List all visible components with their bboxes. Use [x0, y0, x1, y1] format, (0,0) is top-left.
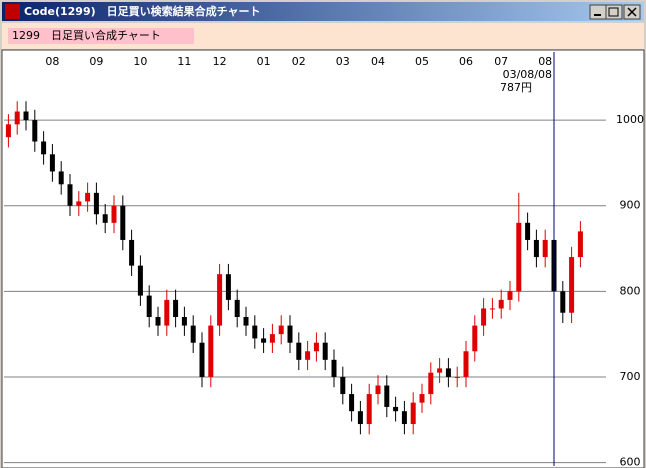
- x-tick-label: 10: [133, 55, 147, 68]
- candle-body: [428, 372, 434, 395]
- x-tick-label: 07: [494, 55, 508, 68]
- candle-body: [208, 325, 214, 377]
- candle-body: [5, 124, 11, 138]
- candle-body: [489, 308, 495, 310]
- candle-body: [322, 342, 328, 360]
- label-box: [8, 28, 194, 44]
- candle-body: [120, 205, 126, 240]
- candle-body: [349, 394, 355, 412]
- candle-body: [137, 265, 143, 296]
- candle-body: [437, 368, 443, 373]
- window-title: Code(1299) 日足買い検索結果合成チャート: [24, 4, 261, 18]
- x-tick-label: 04: [371, 55, 385, 68]
- candle-body: [577, 231, 583, 258]
- x-tick-label: 01: [257, 55, 271, 68]
- candle-body: [76, 201, 82, 206]
- candle-body: [375, 385, 381, 395]
- candle-body: [181, 317, 187, 326]
- close-button[interactable]: [623, 4, 641, 20]
- candle-body: [111, 205, 117, 223]
- x-tick-label: 08: [538, 55, 552, 68]
- candle-body: [252, 325, 258, 339]
- candle-body: [225, 274, 231, 300]
- candle-body: [498, 299, 504, 309]
- x-tick-label: 05: [415, 55, 429, 68]
- candle-body: [85, 192, 91, 202]
- candle-body: [507, 291, 513, 300]
- candle-body: [199, 342, 205, 377]
- x-tick-label: 11: [177, 55, 191, 68]
- candle-body: [410, 402, 416, 425]
- cursor-price: 787円: [500, 81, 532, 94]
- chart-area: [1, 49, 645, 468]
- x-tick-label: 09: [89, 55, 103, 68]
- candle-body: [569, 257, 575, 313]
- candle-body: [313, 342, 319, 352]
- candle-body: [217, 274, 223, 326]
- y-tick-label: 800: [620, 284, 641, 297]
- candle-body: [445, 368, 451, 377]
- chart-label: 1299 日足買い合成チャート: [12, 28, 161, 42]
- candle-body: [393, 406, 399, 412]
- candle-body: [296, 342, 302, 360]
- candle-body: [533, 239, 539, 258]
- candle-body: [560, 291, 566, 313]
- candle-body: [58, 171, 64, 185]
- candle-body: [278, 325, 284, 335]
- candle-body: [305, 351, 311, 360]
- candle-body: [472, 325, 478, 352]
- candle-body: [463, 351, 469, 377]
- x-tick-label: 12: [213, 55, 227, 68]
- minimize-button[interactable]: [589, 4, 607, 20]
- candle-body: [542, 239, 548, 258]
- candle-body: [419, 394, 425, 403]
- candle-body: [146, 295, 152, 318]
- candle-body: [243, 317, 249, 326]
- x-tick-label: 02: [292, 55, 306, 68]
- app-icon: [5, 4, 20, 19]
- candle-body: [23, 111, 29, 121]
- candle-body: [190, 325, 196, 343]
- candle-body: [102, 214, 108, 223]
- candle-body: [269, 334, 275, 343]
- candle-body: [14, 111, 20, 125]
- candle-body: [357, 411, 363, 425]
- y-tick-label: 900: [620, 199, 641, 212]
- x-tick-label: 06: [459, 55, 473, 68]
- candle-body: [481, 308, 487, 326]
- candle-body: [67, 184, 73, 206]
- candle-body: [401, 411, 407, 425]
- candle-body: [384, 385, 390, 407]
- maximize-button[interactable]: [605, 4, 623, 20]
- candle-body: [516, 222, 522, 292]
- x-tick-label: 03: [336, 55, 350, 68]
- candle-body: [173, 299, 179, 318]
- cursor-date: 03/08/08: [503, 68, 552, 81]
- candle-body: [454, 376, 460, 378]
- candle-body: [32, 120, 38, 142]
- candle-body: [129, 239, 135, 266]
- x-tick-label: 08: [45, 55, 59, 68]
- candle-body: [366, 394, 372, 425]
- candle-body: [331, 359, 337, 377]
- candle-body: [93, 192, 99, 215]
- candle-body: [261, 338, 267, 343]
- candle-body: [164, 299, 170, 326]
- candle-body: [234, 299, 240, 318]
- y-tick-label: 1000: [616, 113, 644, 126]
- candle-body: [525, 222, 531, 240]
- title-bar: [2, 2, 644, 21]
- y-tick-label: 600: [620, 456, 641, 468]
- candle-body: [155, 317, 161, 326]
- candle-body: [340, 376, 346, 395]
- y-tick-label: 700: [620, 370, 641, 383]
- candle-body: [287, 325, 293, 343]
- candle-body: [41, 141, 47, 155]
- candle-body: [49, 154, 55, 172]
